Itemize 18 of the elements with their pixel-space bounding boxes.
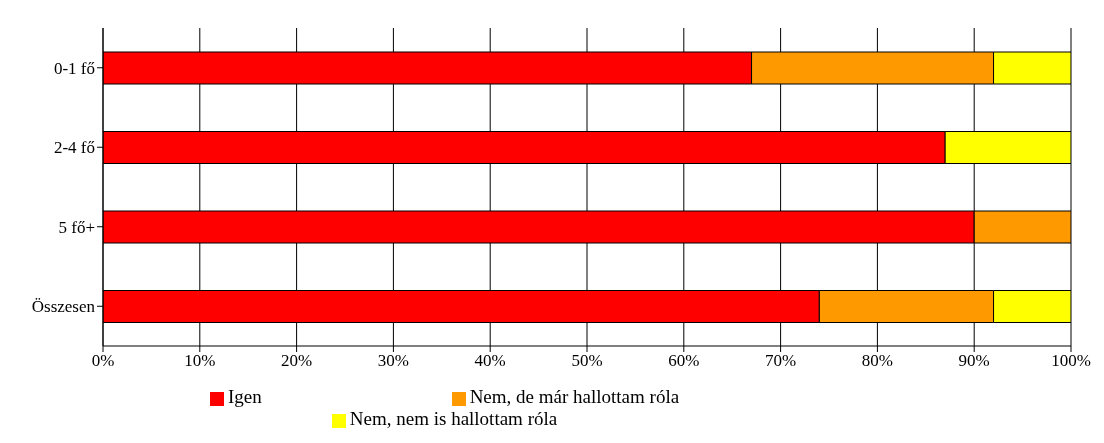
x-tick-label: 90% [958,351,990,371]
x-tick-label: 0% [91,351,115,371]
x-tick-label: 30% [377,351,409,371]
x-tick-label: 60% [668,351,700,371]
x-tick-label: 100% [1051,351,1091,371]
legend-label: Nem, de már hallottam róla [469,386,680,407]
y-tick-label: 0-1 fő [53,58,95,78]
y-tick-label: Összesen [31,297,96,317]
legend-label: Nem, nem is hallottam róla [349,408,558,429]
legend-label: Igen [227,386,262,407]
x-tick-label: 80% [861,351,893,371]
x-tick-label: 50% [571,351,603,371]
x-tick-label: 20% [281,351,313,371]
x-tick-label: 70% [765,351,797,371]
x-tick-label: 10% [184,351,216,371]
y-tick-label: 5 fő+ [58,217,95,237]
y-tick-label: 2-4 fő [53,138,95,158]
x-tick-label: 40% [474,351,506,371]
